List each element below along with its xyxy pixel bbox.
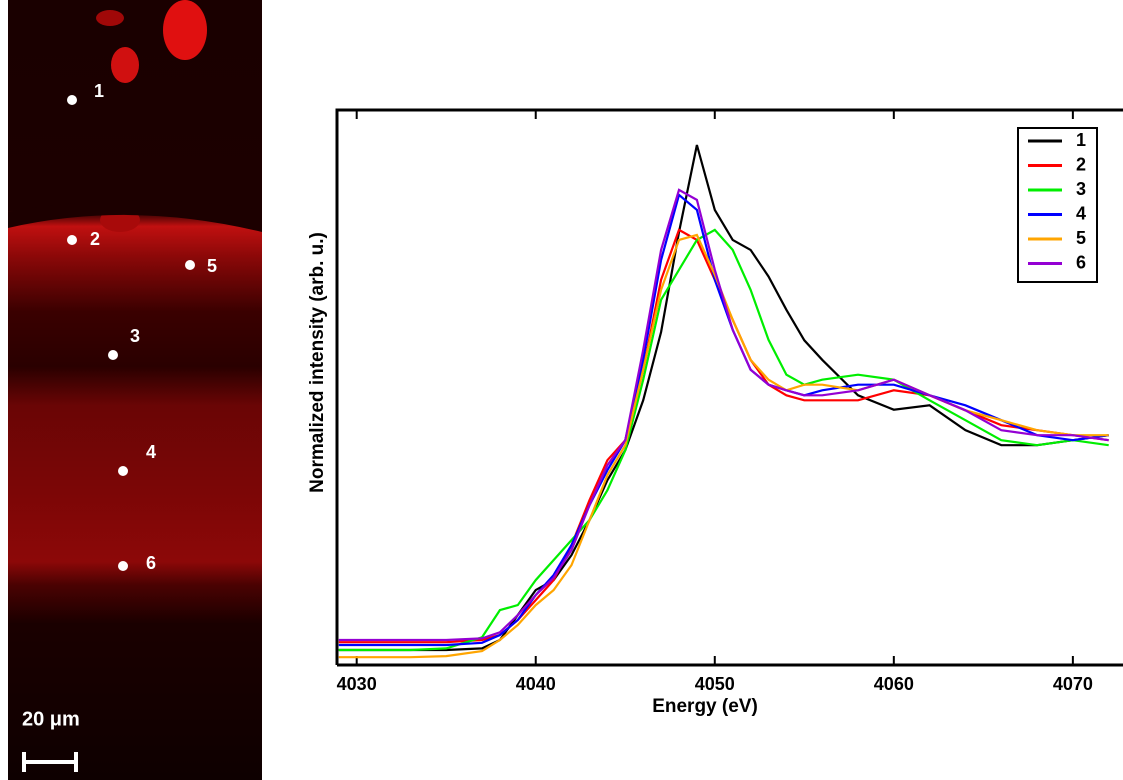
point-marker — [67, 235, 77, 245]
point-markers: 1 2 3 4 5 6 20 μm — [22, 81, 217, 772]
bright-spot — [163, 0, 207, 60]
point-label: 1 — [94, 81, 104, 101]
legend-label: 2 — [1076, 154, 1086, 174]
series-line — [338, 192, 1109, 647]
legend-label: 4 — [1076, 203, 1086, 223]
series-line — [338, 228, 1109, 652]
point-label: 6 — [146, 553, 156, 573]
x-tick-label: 4040 — [516, 674, 556, 694]
x-tick-label: 4060 — [874, 674, 914, 694]
micrograph — [8, 0, 262, 780]
bright-spot — [96, 10, 124, 26]
scale-bar-label: 20 μm — [22, 708, 80, 730]
series-line — [338, 144, 1109, 652]
x-axis-label: Energy (eV) — [652, 696, 758, 717]
legend-label: 5 — [1076, 228, 1086, 248]
boundary — [8, 200, 262, 232]
legend-label: 1 — [1076, 130, 1086, 150]
bright-spot — [111, 47, 139, 83]
legend-box — [1017, 127, 1098, 283]
point-label: 2 — [90, 229, 100, 249]
point-marker — [118, 561, 128, 571]
x-tick-label: 4070 — [1053, 674, 1093, 694]
micrograph-background — [8, 0, 262, 780]
x-tick-label: 4050 — [695, 674, 735, 694]
x-tick-label: 4030 — [337, 674, 377, 694]
legend-label: 6 — [1076, 252, 1086, 272]
series-line — [338, 188, 1109, 642]
point-label: 3 — [130, 326, 140, 346]
legend-label: 3 — [1076, 179, 1086, 199]
point-marker — [67, 95, 77, 105]
plot: 4030 4040 4050 4060 4070 Energy (eV) Normalize… — [307, 108, 1123, 717]
y-axis-label: Normalized intensity (arb. u.) — [307, 232, 328, 493]
scale-bar — [22, 752, 78, 772]
point-label: 4 — [146, 442, 156, 462]
point-marker — [185, 260, 195, 270]
axes-frame — [335, 108, 1123, 667]
point-marker — [118, 466, 128, 476]
point-marker — [108, 350, 118, 360]
point-label: 5 — [207, 256, 217, 276]
